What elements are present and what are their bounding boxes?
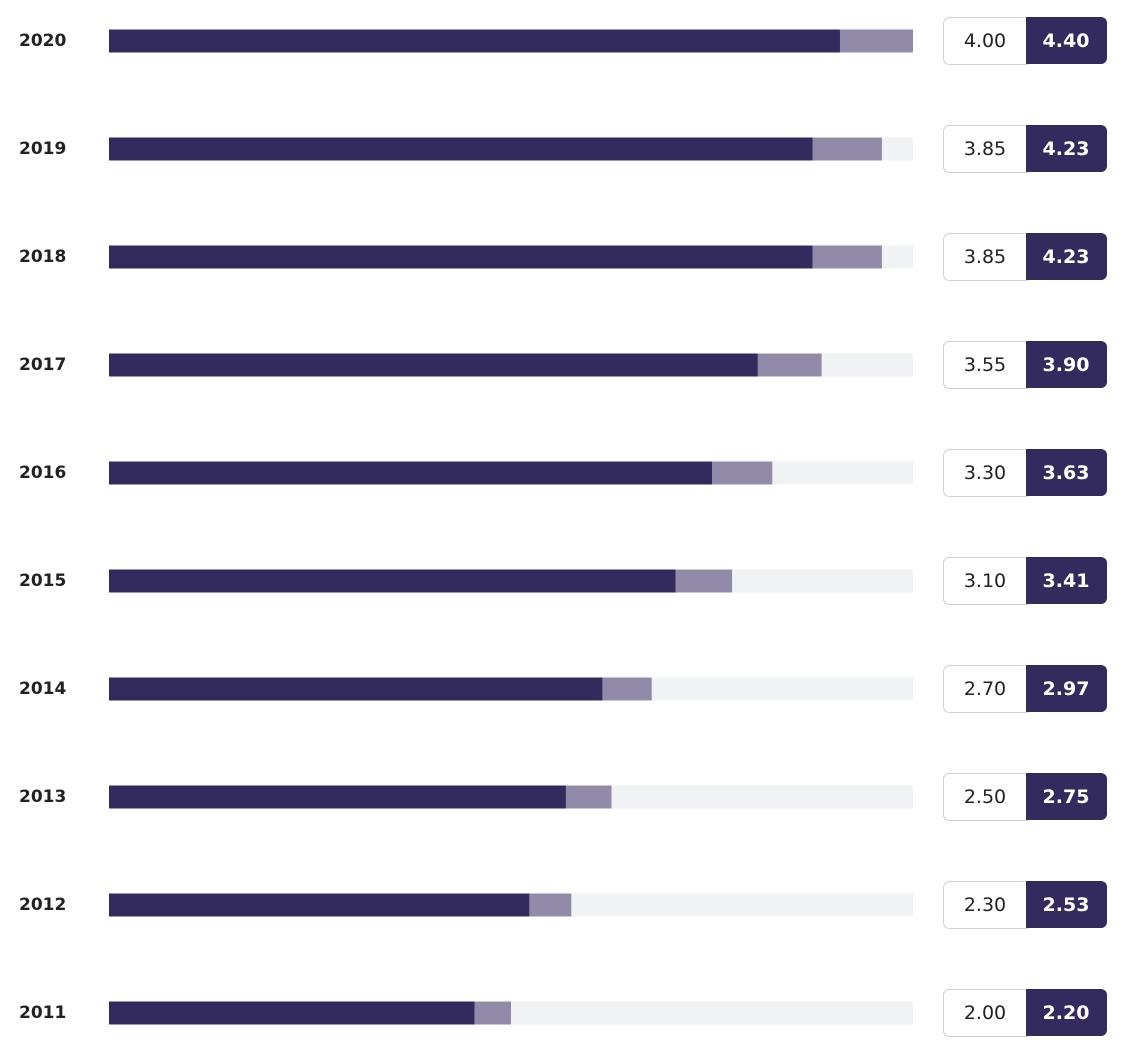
value-label: 4.23 (1043, 246, 1090, 268)
bar (109, 569, 676, 593)
value-label: 2.20 (1043, 1002, 1090, 1024)
value-label: 2.53 (1043, 894, 1090, 916)
value-label: 2.75 (1043, 786, 1090, 808)
value-label: 3.10 (964, 570, 1006, 592)
value-box (1026, 989, 1107, 1036)
bar (109, 893, 530, 917)
value-label: 2.70 (964, 678, 1006, 700)
value-label: 3.41 (1043, 570, 1090, 592)
value-box (1026, 17, 1107, 64)
bar (109, 677, 603, 701)
value-label: 2.50 (964, 786, 1006, 808)
bar (109, 137, 813, 161)
bar (109, 353, 758, 377)
value-label: 3.85 (964, 246, 1006, 268)
value-label: 2.30 (964, 894, 1006, 916)
value-label: 2.97 (1043, 678, 1090, 700)
bar (109, 29, 840, 53)
value-label: 3.55 (964, 354, 1006, 376)
bar (109, 1001, 475, 1025)
year-label: 2015 (19, 571, 66, 591)
year-label: 2014 (19, 679, 66, 699)
value-box (1026, 557, 1107, 604)
value-box (1026, 665, 1107, 712)
value-box (1026, 233, 1107, 280)
value-label: 4.40 (1043, 30, 1090, 52)
value-box (1026, 773, 1107, 820)
value-label: 3.90 (1043, 354, 1090, 376)
year-label: 2011 (19, 1003, 66, 1023)
value-box (1026, 881, 1107, 928)
year-label: 2019 (19, 139, 66, 159)
year-label: 2016 (19, 463, 66, 483)
bar (109, 785, 566, 809)
bar (109, 245, 813, 269)
value-box (1026, 341, 1107, 388)
value-label: 4.00 (964, 30, 1006, 52)
value-label: 4.23 (1043, 138, 1090, 160)
bar (109, 461, 712, 485)
year-label: 2012 (19, 895, 66, 915)
value-label: 3.85 (964, 138, 1006, 160)
value-box (1026, 449, 1107, 496)
value-label: 3.63 (1043, 462, 1090, 484)
year-label: 2018 (19, 247, 66, 267)
year-label: 2020 (19, 31, 66, 51)
year-label: 2017 (19, 355, 66, 375)
value-label: 2.00 (964, 1002, 1006, 1024)
year-label: 2013 (19, 787, 66, 807)
value-box (1026, 125, 1107, 172)
value-label: 3.30 (964, 462, 1006, 484)
